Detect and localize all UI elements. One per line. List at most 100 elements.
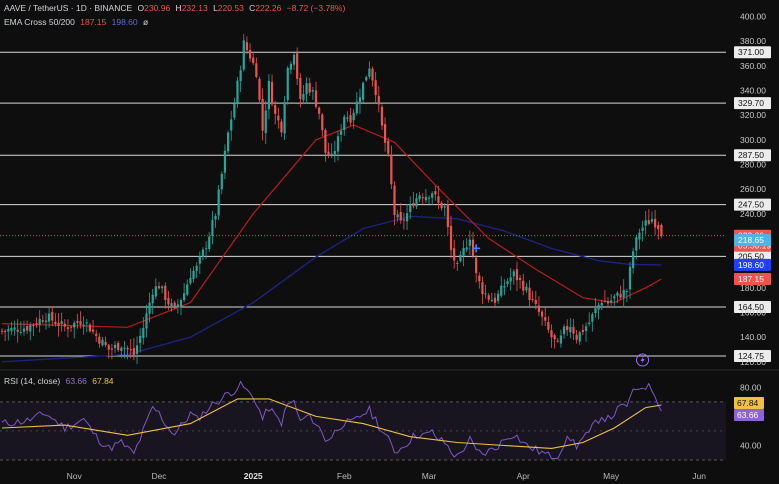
candle-body[interactable] bbox=[333, 151, 336, 155]
candle-body[interactable] bbox=[519, 278, 522, 280]
candle-body[interactable] bbox=[13, 327, 16, 330]
candle-body[interactable] bbox=[173, 302, 176, 307]
candle-body[interactable] bbox=[261, 98, 264, 131]
candle-body[interactable] bbox=[318, 107, 321, 114]
candle-body[interactable] bbox=[402, 219, 406, 221]
candle-body[interactable] bbox=[79, 321, 82, 325]
candle-body[interactable] bbox=[641, 227, 644, 232]
candle-body[interactable] bbox=[610, 300, 613, 303]
candle-body[interactable] bbox=[660, 224, 663, 236]
symbol-label[interactable]: AAVE / TetherUS · 1D · BINANCE bbox=[4, 3, 133, 13]
candle-body[interactable] bbox=[217, 189, 220, 216]
candle-body[interactable] bbox=[274, 105, 277, 114]
candle-body[interactable] bbox=[512, 271, 515, 277]
candle-body[interactable] bbox=[449, 225, 453, 251]
candle-body[interactable] bbox=[157, 286, 161, 289]
candle-body[interactable] bbox=[475, 257, 478, 274]
candle-body[interactable] bbox=[509, 277, 512, 282]
candle-body[interactable] bbox=[226, 132, 230, 152]
candle-body[interactable] bbox=[635, 237, 638, 251]
candle-body[interactable] bbox=[490, 299, 493, 301]
candle-body[interactable] bbox=[327, 151, 330, 156]
candle-body[interactable] bbox=[531, 298, 534, 300]
candle-body[interactable] bbox=[258, 78, 261, 100]
candle-body[interactable] bbox=[578, 332, 581, 342]
candle-body[interactable] bbox=[283, 102, 286, 134]
candle-body[interactable] bbox=[314, 90, 318, 107]
candle-body[interactable] bbox=[233, 103, 236, 118]
candle-body[interactable] bbox=[113, 344, 117, 349]
candle-body[interactable] bbox=[129, 349, 132, 351]
candle-body[interactable] bbox=[305, 83, 308, 95]
candle-body[interactable] bbox=[465, 247, 468, 250]
rsi-pane[interactable]: 40.00 80.00 bbox=[0, 369, 779, 461]
candle-body[interactable] bbox=[135, 345, 139, 354]
candle-body[interactable] bbox=[10, 328, 13, 332]
candle-body[interactable] bbox=[562, 326, 566, 335]
candle-body[interactable] bbox=[503, 286, 506, 288]
candle-body[interactable] bbox=[644, 220, 647, 226]
candle-body[interactable] bbox=[277, 115, 280, 121]
candle-body[interactable] bbox=[98, 336, 101, 344]
candle-body[interactable] bbox=[330, 153, 333, 155]
candle-body[interactable] bbox=[104, 341, 107, 345]
candle-body[interactable] bbox=[632, 251, 635, 269]
candle-body[interactable] bbox=[286, 67, 289, 101]
candle-body[interactable] bbox=[38, 318, 41, 325]
candle-body[interactable] bbox=[324, 129, 327, 153]
rsi-indicator-name[interactable]: RSI (14, close) bbox=[4, 376, 61, 386]
candle-body[interactable] bbox=[365, 77, 368, 81]
candle-body[interactable] bbox=[553, 335, 556, 340]
candle-body[interactable] bbox=[151, 294, 154, 304]
candle-body[interactable] bbox=[559, 335, 563, 344]
candle-body[interactable] bbox=[446, 204, 449, 228]
candle-body[interactable] bbox=[117, 343, 120, 350]
candle-body[interactable] bbox=[88, 324, 92, 332]
candle-body[interactable] bbox=[148, 302, 151, 314]
candle-body[interactable] bbox=[205, 248, 208, 250]
candle-body[interactable] bbox=[478, 275, 481, 282]
candle-body[interactable] bbox=[380, 106, 384, 126]
candle-body[interactable] bbox=[7, 329, 10, 332]
candle-body[interactable] bbox=[223, 150, 227, 173]
candle-body[interactable] bbox=[547, 321, 550, 330]
candle-body[interactable] bbox=[292, 54, 296, 65]
candle-body[interactable] bbox=[540, 311, 544, 317]
candle-body[interactable] bbox=[647, 220, 650, 224]
candle-body[interactable] bbox=[456, 262, 459, 264]
candle-body[interactable] bbox=[396, 214, 399, 218]
candle-body[interactable] bbox=[597, 304, 600, 310]
candle-body[interactable] bbox=[22, 328, 26, 332]
candle-body[interactable] bbox=[41, 320, 44, 322]
candle-body[interactable] bbox=[66, 327, 70, 329]
candle-body[interactable] bbox=[230, 119, 233, 131]
candle-body[interactable] bbox=[220, 173, 223, 190]
candle-body[interactable] bbox=[48, 313, 51, 322]
lightning-event-icon[interactable] bbox=[636, 353, 650, 367]
candle-body[interactable] bbox=[405, 213, 409, 222]
candle-body[interactable] bbox=[528, 287, 531, 301]
candle-body[interactable] bbox=[412, 202, 415, 206]
candle-body[interactable] bbox=[63, 323, 66, 327]
ema-legend[interactable]: EMA Cross 50/200 187.15 198.60 ø bbox=[4, 17, 151, 27]
candle-body[interactable] bbox=[349, 115, 352, 123]
candle-body[interactable] bbox=[515, 269, 519, 281]
candle-body[interactable] bbox=[522, 280, 525, 291]
candle-body[interactable] bbox=[340, 130, 343, 135]
candle-body[interactable] bbox=[544, 317, 547, 321]
candle-body[interactable] bbox=[650, 219, 654, 222]
candle-body[interactable] bbox=[51, 311, 54, 321]
ema-indicator-name[interactable]: EMA Cross 50/200 bbox=[4, 17, 75, 27]
candle-body[interactable] bbox=[459, 254, 462, 261]
candle-body[interactable] bbox=[431, 193, 434, 198]
candle-body[interactable] bbox=[245, 42, 249, 51]
candle-body[interactable] bbox=[390, 154, 393, 185]
candle-body[interactable] bbox=[195, 265, 198, 271]
candle-body[interactable] bbox=[537, 305, 541, 312]
candle-body[interactable] bbox=[35, 323, 38, 325]
candle-body[interactable] bbox=[462, 248, 465, 256]
candle-body[interactable] bbox=[242, 40, 245, 70]
candle-body[interactable] bbox=[311, 90, 314, 92]
candle-body[interactable] bbox=[594, 308, 597, 314]
